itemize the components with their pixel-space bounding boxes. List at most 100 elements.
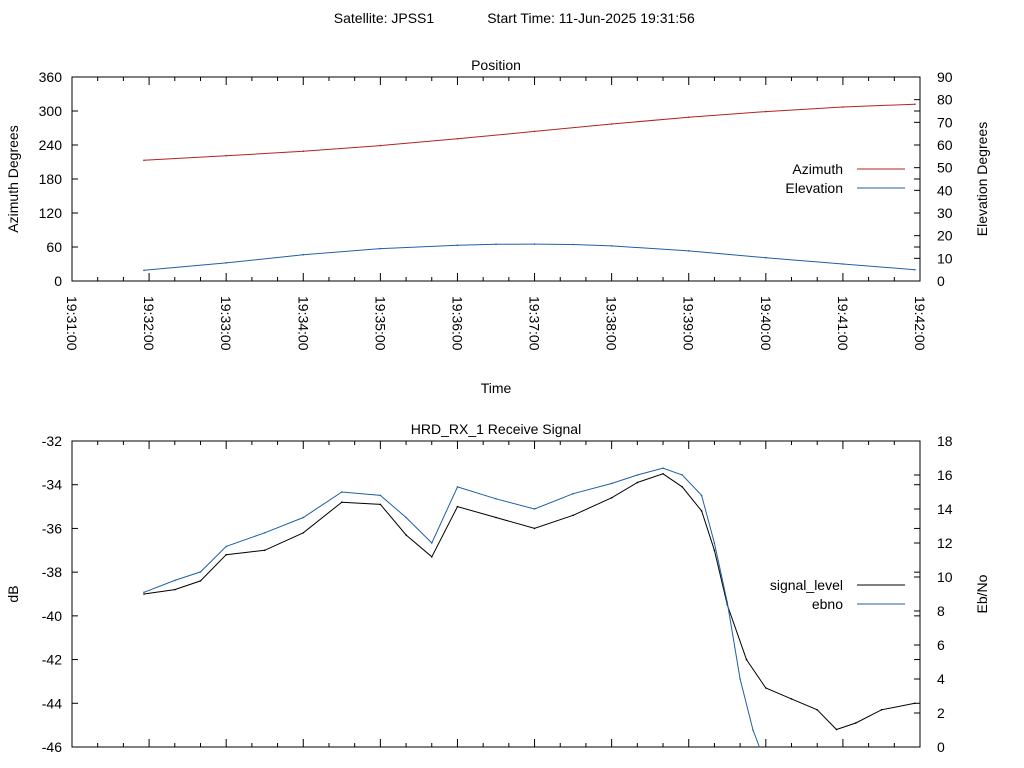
- data-point: [687, 116, 690, 119]
- data-point: [610, 245, 613, 247]
- y-tick-label: -32: [42, 433, 62, 449]
- y-axis-label: Azimuth Degrees: [5, 125, 21, 232]
- data-point: [143, 591, 145, 594]
- y2-tick-label: 2: [937, 705, 945, 721]
- data-point: [341, 501, 343, 504]
- data-point: [143, 593, 145, 595]
- header-start-time: Start Time: 11-Jun-2025 19:31:56: [487, 10, 695, 26]
- y-tick-label: 180: [39, 171, 63, 187]
- data-point: [405, 534, 407, 536]
- data-point: [430, 556, 433, 558]
- data-point: [572, 492, 574, 495]
- y2-axis-label: Elevation Degrees: [974, 122, 990, 236]
- data-point: [752, 729, 754, 731]
- series-line-azimuth: [143, 103, 915, 161]
- data-point: [225, 154, 227, 157]
- data-point: [456, 244, 459, 246]
- y-axis-label: dB: [5, 585, 21, 602]
- chart-title: Position: [471, 57, 521, 73]
- y-tick-label: -40: [42, 608, 62, 624]
- x-tick-label: 19:32:00: [141, 296, 157, 351]
- y2-tick-label: 90: [937, 69, 953, 85]
- data-point: [700, 510, 703, 512]
- y-tick-label: 360: [39, 69, 63, 85]
- data-point: [379, 144, 382, 147]
- data-point: [533, 527, 536, 530]
- y2-tick-label: 4: [937, 671, 945, 687]
- y2-tick-label: 50: [937, 160, 953, 176]
- data-point: [302, 253, 305, 256]
- y2-tick-label: 16: [937, 467, 953, 483]
- data-point: [854, 722, 857, 724]
- legend-entry: ebno: [812, 596, 843, 612]
- y-tick-label: 300: [39, 103, 63, 119]
- data-point: [636, 474, 639, 476]
- data-point: [790, 698, 793, 700]
- data-point: [700, 494, 703, 497]
- data-point: [636, 481, 639, 484]
- data-point: [572, 243, 574, 246]
- data-point: [758, 746, 761, 748]
- data-point: [681, 474, 684, 476]
- data-point: [914, 702, 916, 705]
- data-point: [726, 601, 729, 604]
- data-point: [610, 497, 613, 499]
- data-point: [572, 514, 574, 517]
- x-tick-label: 19:37:00: [527, 296, 543, 351]
- data-point: [533, 243, 536, 245]
- y-tick-label: -44: [42, 695, 62, 711]
- y2-tick-label: 0: [937, 273, 945, 289]
- x-tick-label: 19:38:00: [604, 296, 620, 351]
- data-point: [495, 243, 497, 246]
- y2-tick-label: 12: [937, 535, 953, 551]
- data-point: [379, 494, 382, 497]
- y2-tick-label: 10: [937, 569, 953, 585]
- y-tick-label: -36: [42, 520, 62, 536]
- data-point: [713, 549, 716, 552]
- data-point: [302, 516, 305, 519]
- data-point: [835, 728, 838, 731]
- data-point: [225, 553, 227, 556]
- data-point: [533, 508, 536, 510]
- data-point: [430, 542, 433, 544]
- y-tick-label: 0: [54, 273, 62, 289]
- y2-tick-label: 30: [937, 205, 953, 221]
- data-point: [842, 106, 844, 108]
- data-point: [662, 467, 664, 470]
- data-point: [405, 516, 407, 519]
- y2-tick-label: 70: [937, 114, 953, 130]
- data-point: [173, 588, 176, 591]
- data-point: [880, 709, 883, 711]
- x-tick-label: 19:42:00: [912, 296, 928, 351]
- data-point: [456, 505, 459, 508]
- data-point: [687, 250, 690, 252]
- y-tick-label: 240: [39, 137, 63, 153]
- y2-tick-label: 6: [937, 637, 945, 653]
- y2-tick-label: 14: [937, 501, 953, 517]
- x-tick-label: 19:33:00: [218, 296, 234, 351]
- series-line-signal-level: [143, 473, 915, 731]
- data-point: [914, 103, 916, 105]
- y-tick-label: 60: [46, 239, 62, 255]
- data-point: [225, 262, 227, 264]
- position-chart: Position 0 60 120 180 240 300 360 0 10 20 30 40 50 60 7…: [5, 57, 990, 396]
- x-tick-label: 19:40:00: [758, 296, 774, 351]
- data-point: [816, 709, 819, 711]
- data-point: [739, 678, 741, 680]
- data-point: [681, 486, 684, 488]
- data-point: [533, 130, 536, 133]
- y-tick-label: -46: [42, 739, 62, 755]
- data-point: [842, 263, 844, 265]
- signal-chart: HRD_RX_1 Receive Signal -46 -44 -42 -40 -38 -3…: [5, 421, 990, 755]
- series-line-elevation: [143, 243, 915, 271]
- x-tick-label: 19:36:00: [449, 296, 465, 351]
- data-point: [143, 269, 145, 272]
- data-point: [765, 687, 767, 689]
- data-point: [662, 472, 664, 475]
- data-point: [143, 159, 145, 162]
- data-point: [263, 549, 266, 552]
- data-point: [610, 482, 613, 485]
- y2-tick-label: 80: [937, 92, 953, 108]
- data-point: [765, 110, 767, 113]
